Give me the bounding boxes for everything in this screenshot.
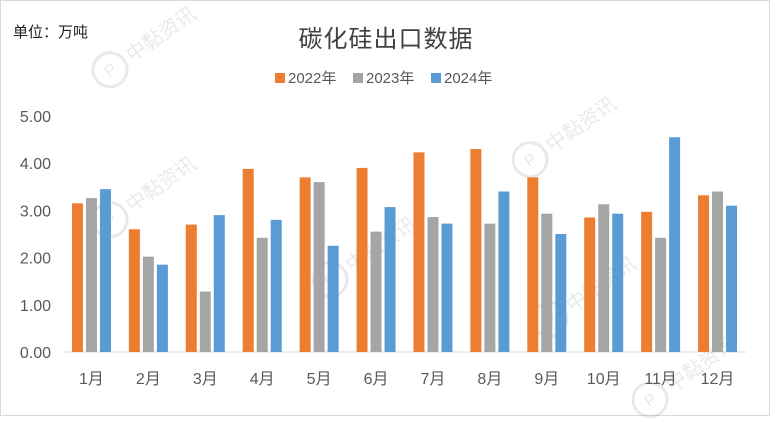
- x-tick-label: 2月: [136, 371, 161, 388]
- legend-label: 2024年: [444, 70, 492, 87]
- bar: [71, 203, 83, 352]
- x-tick-label: 5月: [307, 371, 332, 388]
- bar: [185, 224, 197, 352]
- bar: [370, 231, 382, 352]
- legend-swatch: [353, 73, 363, 83]
- x-tick-label: 8月: [477, 371, 502, 388]
- bar: [413, 152, 425, 352]
- legend-label: 2022年: [288, 70, 336, 87]
- bar: [555, 234, 567, 352]
- bar: [698, 195, 710, 352]
- y-tick-label: 0.00: [20, 345, 51, 362]
- bar: [498, 191, 510, 352]
- x-tick-label: 7月: [421, 371, 446, 388]
- bar: [327, 245, 339, 352]
- y-tick-label: 1.00: [20, 298, 51, 315]
- bar: [85, 198, 97, 352]
- y-tick-label: 2.00: [20, 251, 51, 268]
- bar: [598, 204, 610, 352]
- bar: [484, 223, 496, 352]
- x-tick-label: 4月: [250, 371, 275, 388]
- x-tick-label: 11月: [644, 371, 677, 388]
- bar-chart: 2022年 2023年 2024年 0.00 1.00 2.00 3.00 4.00 5.00 1…: [20, 70, 746, 388]
- bar: [384, 207, 396, 352]
- bar: [527, 177, 539, 352]
- bar: [199, 291, 211, 352]
- bar: [712, 191, 724, 352]
- bar: [128, 229, 140, 352]
- bar: [612, 213, 624, 352]
- legend-label: 2023年: [366, 70, 414, 87]
- chart-title: 碳化硅出口数据: [298, 25, 474, 53]
- legend-swatch: [275, 73, 285, 83]
- bar: [541, 213, 553, 352]
- bar: [242, 168, 254, 352]
- x-tick-label: 6月: [364, 371, 389, 388]
- bar: [655, 237, 667, 352]
- bar: [270, 219, 282, 352]
- y-tick-label: 4.00: [20, 156, 51, 173]
- bar: [356, 167, 368, 352]
- y-tick-label: 5.00: [20, 109, 51, 126]
- legend-swatch: [431, 73, 441, 83]
- unit-label: 单位：万吨: [13, 23, 89, 41]
- bar: [99, 189, 111, 352]
- bar: [584, 217, 596, 352]
- x-tick-label: 3月: [193, 371, 218, 388]
- x-tick-label: 1月: [79, 371, 104, 388]
- x-tick-label: 10月: [587, 371, 621, 388]
- y-tick-label: 3.00: [20, 203, 51, 220]
- bar: [726, 205, 738, 352]
- bar: [470, 149, 482, 352]
- bar: [156, 264, 168, 352]
- bar: [142, 256, 154, 352]
- bar: [299, 177, 311, 352]
- bar: [669, 137, 681, 352]
- bar: [441, 223, 453, 352]
- bar: [256, 237, 268, 352]
- bar: [213, 215, 225, 352]
- bar: [313, 182, 325, 352]
- x-tick-label: 9月: [534, 371, 559, 388]
- chart-container: 单位：万吨 碳化硅出口数据 P 中黏资讯 P 中黏资讯 P 中黏资讯 P 中黏资…: [0, 0, 770, 419]
- bar: [641, 211, 653, 352]
- x-tick-label: 12月: [701, 371, 735, 388]
- bar: [427, 217, 439, 352]
